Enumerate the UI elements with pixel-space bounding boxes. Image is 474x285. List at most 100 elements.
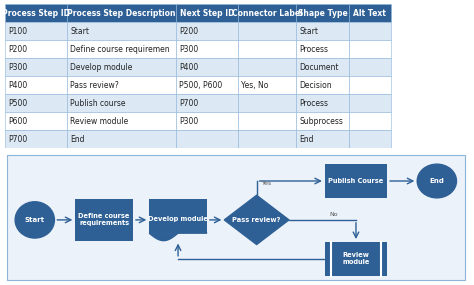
FancyBboxPatch shape bbox=[5, 40, 67, 58]
Text: P300: P300 bbox=[179, 45, 198, 54]
FancyBboxPatch shape bbox=[238, 22, 296, 40]
Text: Develop module: Develop module bbox=[148, 216, 208, 222]
FancyBboxPatch shape bbox=[296, 22, 349, 40]
FancyBboxPatch shape bbox=[296, 76, 349, 94]
Text: Start: Start bbox=[70, 27, 90, 36]
Text: Process: Process bbox=[299, 99, 328, 108]
FancyBboxPatch shape bbox=[349, 94, 391, 112]
FancyBboxPatch shape bbox=[296, 58, 349, 76]
Ellipse shape bbox=[417, 164, 456, 198]
Text: Start: Start bbox=[299, 27, 318, 36]
FancyBboxPatch shape bbox=[5, 130, 67, 148]
FancyBboxPatch shape bbox=[325, 242, 387, 276]
Text: Document: Document bbox=[299, 63, 338, 72]
FancyBboxPatch shape bbox=[67, 22, 176, 40]
FancyBboxPatch shape bbox=[176, 94, 238, 112]
Text: P700: P700 bbox=[8, 135, 27, 144]
Polygon shape bbox=[224, 195, 289, 245]
FancyBboxPatch shape bbox=[67, 76, 176, 94]
FancyBboxPatch shape bbox=[5, 76, 67, 94]
FancyBboxPatch shape bbox=[5, 22, 67, 40]
Text: Yes, No: Yes, No bbox=[241, 81, 269, 90]
FancyBboxPatch shape bbox=[176, 130, 238, 148]
FancyBboxPatch shape bbox=[176, 22, 238, 40]
Text: Publish Course: Publish Course bbox=[328, 178, 383, 184]
FancyBboxPatch shape bbox=[349, 58, 391, 76]
Text: Develop module: Develop module bbox=[70, 63, 133, 72]
FancyBboxPatch shape bbox=[67, 112, 176, 130]
FancyBboxPatch shape bbox=[149, 199, 207, 233]
Text: Pass review?: Pass review? bbox=[70, 81, 119, 90]
Text: Alt Text: Alt Text bbox=[354, 9, 386, 18]
FancyBboxPatch shape bbox=[176, 58, 238, 76]
Text: Connector Label: Connector Label bbox=[232, 9, 302, 18]
Text: P600: P600 bbox=[8, 117, 27, 126]
Text: Publish course: Publish course bbox=[70, 99, 126, 108]
FancyBboxPatch shape bbox=[7, 155, 465, 280]
Text: End: End bbox=[70, 135, 85, 144]
Text: P200: P200 bbox=[8, 45, 27, 54]
FancyBboxPatch shape bbox=[325, 164, 387, 198]
Text: Process Step ID: Process Step ID bbox=[2, 9, 70, 18]
FancyBboxPatch shape bbox=[349, 112, 391, 130]
Text: Decision: Decision bbox=[299, 81, 332, 90]
FancyBboxPatch shape bbox=[238, 130, 296, 148]
Text: Review
module: Review module bbox=[342, 252, 370, 265]
FancyBboxPatch shape bbox=[5, 94, 67, 112]
FancyBboxPatch shape bbox=[296, 130, 349, 148]
FancyBboxPatch shape bbox=[67, 94, 176, 112]
FancyBboxPatch shape bbox=[238, 40, 296, 58]
FancyBboxPatch shape bbox=[296, 94, 349, 112]
FancyBboxPatch shape bbox=[238, 112, 296, 130]
FancyBboxPatch shape bbox=[5, 112, 67, 130]
Text: No: No bbox=[330, 212, 338, 217]
FancyBboxPatch shape bbox=[238, 58, 296, 76]
FancyBboxPatch shape bbox=[296, 112, 349, 130]
Text: Shape Type: Shape Type bbox=[298, 9, 347, 18]
Polygon shape bbox=[149, 226, 207, 241]
FancyBboxPatch shape bbox=[296, 4, 349, 22]
Text: P300: P300 bbox=[179, 117, 198, 126]
Text: Start: Start bbox=[25, 217, 45, 223]
FancyBboxPatch shape bbox=[176, 76, 238, 94]
FancyBboxPatch shape bbox=[5, 58, 67, 76]
Text: P500, P600: P500, P600 bbox=[179, 81, 222, 90]
Text: End: End bbox=[299, 135, 314, 144]
Text: Define course requiremen: Define course requiremen bbox=[70, 45, 170, 54]
FancyBboxPatch shape bbox=[349, 76, 391, 94]
FancyBboxPatch shape bbox=[67, 58, 176, 76]
FancyBboxPatch shape bbox=[176, 4, 238, 22]
Text: Yes: Yes bbox=[262, 180, 272, 186]
FancyBboxPatch shape bbox=[67, 4, 176, 22]
FancyBboxPatch shape bbox=[75, 199, 133, 241]
FancyBboxPatch shape bbox=[349, 40, 391, 58]
FancyBboxPatch shape bbox=[238, 76, 296, 94]
FancyBboxPatch shape bbox=[296, 40, 349, 58]
FancyBboxPatch shape bbox=[176, 40, 238, 58]
Text: Review module: Review module bbox=[70, 117, 128, 126]
FancyBboxPatch shape bbox=[176, 112, 238, 130]
Text: P400: P400 bbox=[179, 63, 198, 72]
Text: Define course
requirements: Define course requirements bbox=[78, 213, 130, 226]
Text: P700: P700 bbox=[179, 99, 198, 108]
Text: P200: P200 bbox=[179, 27, 198, 36]
Text: P400: P400 bbox=[8, 81, 27, 90]
Text: Process Step Description: Process Step Description bbox=[67, 9, 176, 18]
Text: Process: Process bbox=[299, 45, 328, 54]
Text: Next Step ID: Next Step ID bbox=[180, 9, 234, 18]
FancyBboxPatch shape bbox=[349, 130, 391, 148]
Text: P100: P100 bbox=[8, 27, 27, 36]
Text: Pass review?: Pass review? bbox=[232, 217, 281, 223]
Text: End: End bbox=[429, 178, 444, 184]
FancyBboxPatch shape bbox=[349, 4, 391, 22]
FancyBboxPatch shape bbox=[238, 4, 296, 22]
FancyBboxPatch shape bbox=[5, 4, 67, 22]
FancyBboxPatch shape bbox=[67, 130, 176, 148]
Text: P500: P500 bbox=[8, 99, 27, 108]
Ellipse shape bbox=[15, 202, 55, 238]
FancyBboxPatch shape bbox=[238, 94, 296, 112]
Text: P300: P300 bbox=[8, 63, 27, 72]
FancyBboxPatch shape bbox=[349, 22, 391, 40]
FancyBboxPatch shape bbox=[67, 40, 176, 58]
Text: Subprocess: Subprocess bbox=[299, 117, 343, 126]
